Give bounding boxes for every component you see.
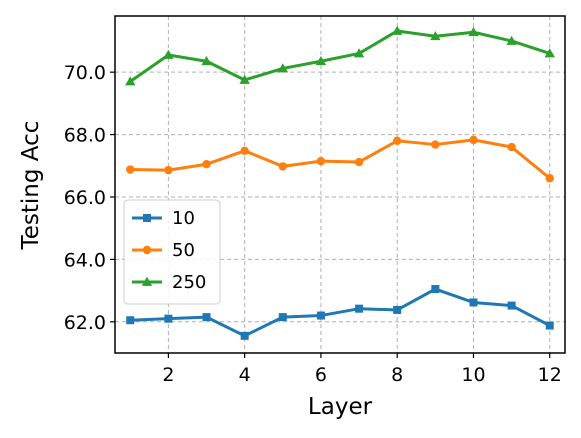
data-point-50 [126, 165, 135, 174]
data-point-50 [354, 157, 364, 167]
data-point-250 [544, 48, 555, 58]
legend-label-10: 10 [172, 208, 195, 229]
data-point-10 [355, 304, 364, 313]
data-point-250 [201, 56, 212, 66]
legend-marker-50 [142, 245, 152, 255]
data-point-50 [469, 135, 478, 145]
series-10 [126, 285, 554, 340]
legend-marker-10 [143, 214, 151, 222]
data-point-50 [278, 162, 287, 171]
x-tick-label: 10 [461, 364, 485, 386]
tick-layer: 2 4 6 8 10 12 62.0 64.0 66.0 68.0 70.0 [64, 62, 562, 386]
data-point-250 [392, 25, 403, 35]
y-tick-label: 68.0 [64, 125, 106, 147]
data-point-250 [353, 48, 365, 58]
data-point-10 [164, 314, 173, 323]
data-point-10 [431, 285, 440, 294]
data-point-50 [393, 136, 402, 146]
data-point-10 [316, 311, 325, 320]
legend: 10 50 250 [123, 199, 221, 305]
data-point-250 [506, 35, 517, 45]
plot-frame [114, 15, 566, 354]
y-tick-label: 70.0 [64, 62, 106, 84]
data-point-50 [431, 140, 440, 149]
data-point-250 [163, 49, 174, 59]
y-tick-label: 66.0 [64, 187, 106, 209]
x-axis-label: Layer [308, 394, 373, 420]
series-line-250 [129, 29, 551, 83]
legend-label-50: 50 [172, 240, 195, 261]
data-point-250 [315, 56, 327, 66]
data-point-50 [316, 156, 326, 166]
data-point-10 [202, 313, 211, 322]
data-point-50 [545, 174, 554, 183]
series-250 [125, 25, 555, 86]
grid-lines [115, 16, 565, 353]
x-tick-label: 4 [239, 364, 251, 386]
series-line-50 [130, 138, 551, 180]
data-point-250 [277, 63, 288, 73]
y-tick-label: 64.0 [64, 249, 106, 271]
data-point-250 [125, 76, 136, 86]
data-point-10 [545, 321, 554, 330]
data-point-10 [507, 301, 516, 310]
legend-marker-250 [141, 276, 153, 286]
data-point-10 [393, 305, 402, 314]
x-tick-label: 12 [538, 364, 562, 386]
y-tick-label: 62.0 [64, 312, 106, 334]
data-point-10 [278, 313, 287, 322]
y-axis-label: Testing Acc [18, 121, 44, 251]
legend-label-250: 250 [172, 272, 206, 293]
series-layer [125, 25, 555, 340]
series-50 [126, 135, 554, 183]
data-point-250 [468, 27, 479, 37]
data-point-250 [239, 74, 250, 84]
data-point-50 [507, 142, 516, 152]
data-point-50 [164, 165, 173, 175]
data-point-10 [126, 316, 135, 325]
data-point-250 [430, 31, 441, 41]
x-tick-label: 2 [162, 364, 174, 386]
data-point-50 [240, 146, 249, 155]
x-tick-label: 8 [391, 364, 403, 386]
data-point-50 [202, 160, 211, 169]
legend-box [123, 199, 221, 305]
data-point-10 [469, 298, 478, 307]
series-line-10 [130, 287, 551, 338]
x-tick-label: 6 [315, 364, 327, 386]
data-point-10 [240, 331, 249, 340]
